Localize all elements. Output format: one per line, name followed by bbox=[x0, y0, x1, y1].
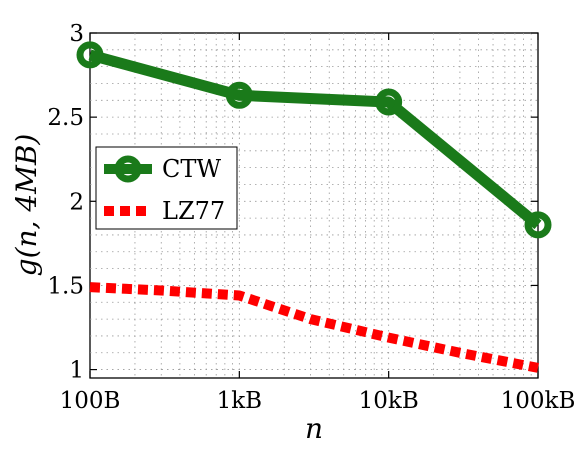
grid bbox=[90, 33, 538, 378]
ticks: 100B 1kB 10kB 100kB 1 1.5 2 2.5 3 bbox=[47, 21, 575, 414]
legend-marker-ctw bbox=[114, 155, 142, 183]
y-tick-label: 1 bbox=[69, 358, 84, 384]
legend-label-lz77: LZ77 bbox=[162, 197, 225, 225]
series-layer bbox=[76, 41, 552, 373]
legend: CTW LZ77 bbox=[95, 146, 238, 230]
y-tick-label: 2.5 bbox=[47, 105, 84, 131]
x-tick-label: 1kB bbox=[217, 388, 262, 414]
data-point-ctw bbox=[225, 81, 253, 109]
data-point-ctw bbox=[524, 211, 552, 239]
series-line-lz77 bbox=[89, 282, 539, 373]
data-point-ctw bbox=[375, 88, 403, 116]
x-tick-label: 100kB bbox=[501, 388, 576, 414]
series-line-ctw bbox=[88, 49, 542, 230]
legend-label-ctw: CTW bbox=[162, 155, 221, 183]
y-tick-label: 2 bbox=[69, 189, 84, 215]
data-point-ctw bbox=[76, 41, 104, 69]
x-axis-label: n bbox=[305, 412, 323, 445]
x-tick-label: 10kB bbox=[359, 388, 419, 414]
x-tick-label: 100B bbox=[60, 388, 121, 414]
y-tick-label: 3 bbox=[69, 21, 84, 47]
y-axis-label: g(n, 4MB) bbox=[10, 134, 43, 277]
y-tick-label: 1.5 bbox=[47, 273, 84, 299]
